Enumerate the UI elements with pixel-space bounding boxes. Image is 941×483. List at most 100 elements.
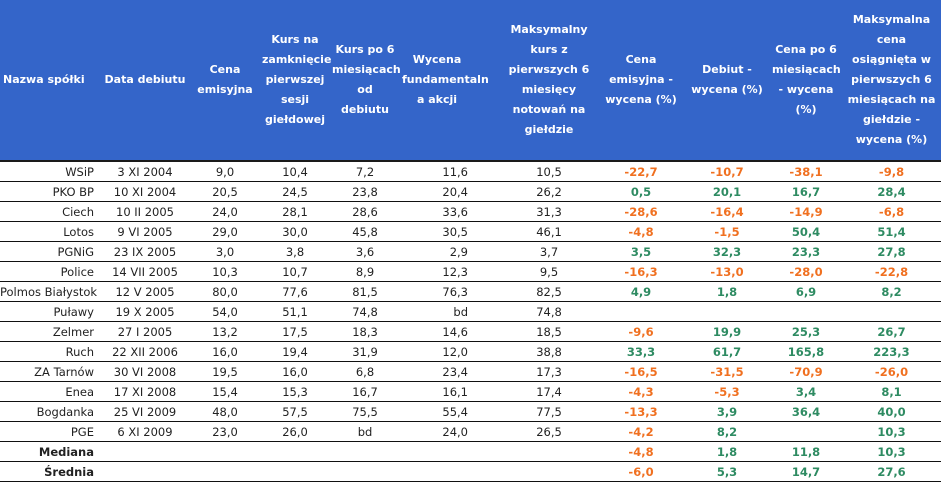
cell-debut-date [100, 461, 190, 482]
header-issue-price: Cena emisyjna [190, 0, 260, 162]
cell-max-6m: 46,1 [500, 221, 598, 242]
cell-max-vs-valuation [842, 301, 941, 322]
cell-issue-price: 19,5 [190, 361, 260, 382]
cell-max-6m: 18,5 [500, 321, 598, 342]
cell-price-6m: 3,6 [330, 241, 400, 262]
cell-debut-vs-valuation: 8,2 [684, 421, 770, 442]
cell-price-6m-vs-valuation: 11,8 [770, 441, 842, 462]
cell-issue-vs-valuation: -16,5 [598, 361, 684, 382]
cell-first-close: 28,1 [260, 201, 330, 222]
cell-issue-price [190, 461, 260, 482]
cell-debut-date: 10 XI 2004 [100, 181, 190, 202]
cell-max-6m: 31,3 [500, 201, 598, 222]
cell-debut-vs-valuation: -1,5 [684, 221, 770, 242]
cell-valuation: 55,4 [400, 401, 500, 422]
cell-debut-date: 30 VI 2008 [100, 361, 190, 382]
cell-issue-price: 80,0 [190, 281, 260, 302]
cell-debut-vs-valuation: 1,8 [684, 441, 770, 462]
table-row: PGNiG 23 IX 2005 3,0 3,8 3,6 2,9 3,7 3,5 32,3 23,… [0, 241, 941, 262]
cell-max-vs-valuation: 10,3 [842, 421, 941, 442]
cell-first-close: 30,0 [260, 221, 330, 242]
header-price-6m-vs-valuation: Cena po 6 miesiącach - wycena (%) [770, 0, 842, 162]
cell-first-close [260, 441, 330, 462]
cell-max-6m: 26,2 [500, 181, 598, 202]
cell-max-vs-valuation: 27,8 [842, 241, 941, 262]
table-body: WSiP 3 XI 2004 9,0 10,4 7,2 11,6 10,5 -22,7 -10,… [0, 161, 941, 482]
cell-issue-price: 20,5 [190, 181, 260, 202]
cell-max-6m: 17,3 [500, 361, 598, 382]
cell-price-6m: 28,6 [330, 201, 400, 222]
cell-issue-price: 54,0 [190, 301, 260, 322]
cell-debut-vs-valuation: 20,1 [684, 181, 770, 202]
cell-debut-date: 23 IX 2005 [100, 241, 190, 262]
header-max-6m: Maksymalny kurs z pierwszych 6 miesięcy … [500, 0, 598, 162]
table-header: Nazwa spółki Data debiutu Cena emisyjna Kur… [0, 0, 941, 162]
cell-issue-price: 16,0 [190, 341, 260, 362]
cell-name: Polmos Białystok [0, 281, 100, 302]
table-row: Lotos 9 VI 2005 29,0 30,0 45,8 30,5 46,1 -4,8 -1… [0, 221, 941, 242]
cell-debut-vs-valuation: -31,5 [684, 361, 770, 382]
cell-valuation: bd [400, 301, 500, 322]
cell-issue-price: 23,0 [190, 421, 260, 442]
cell-issue-vs-valuation: 0,5 [598, 181, 684, 202]
cell-issue-vs-valuation: -28,6 [598, 201, 684, 222]
cell-max-vs-valuation: 8,1 [842, 381, 941, 402]
cell-price-6m: 16,7 [330, 381, 400, 402]
cell-price-6m-vs-valuation: 3,4 [770, 381, 842, 402]
cell-max-6m: 74,8 [500, 301, 598, 322]
cell-first-close: 26,0 [260, 421, 330, 442]
cell-max-vs-valuation: 27,6 [842, 461, 941, 482]
cell-price-6m [330, 461, 400, 482]
cell-first-close: 15,3 [260, 381, 330, 402]
cell-max-6m [500, 461, 598, 482]
table-row: PKO BP 10 XI 2004 20,5 24,5 23,8 20,4 26,2 0,5 2… [0, 181, 941, 202]
cell-debut-date: 17 XI 2008 [100, 381, 190, 402]
table-row: Zelmer 27 I 2005 13,2 17,5 18,3 14,6 18,5 -9,6 1… [0, 321, 941, 342]
cell-first-close: 51,1 [260, 301, 330, 322]
cell-debut-date: 6 XI 2009 [100, 421, 190, 442]
cell-issue-price: 24,0 [190, 201, 260, 222]
cell-debut-vs-valuation: -10,7 [684, 161, 770, 182]
cell-max-vs-valuation: 10,3 [842, 441, 941, 462]
cell-max-6m: 82,5 [500, 281, 598, 302]
cell-price-6m-vs-valuation: 165,8 [770, 341, 842, 362]
cell-debut-vs-valuation: -13,0 [684, 261, 770, 282]
cell-price-6m-vs-valuation: 6,9 [770, 281, 842, 302]
cell-name: Ruch [0, 341, 100, 362]
cell-valuation: 12,0 [400, 341, 500, 362]
cell-debut-vs-valuation: 32,3 [684, 241, 770, 262]
cell-price-6m: 6,8 [330, 361, 400, 382]
cell-price-6m: 8,9 [330, 261, 400, 282]
cell-issue-vs-valuation: 33,3 [598, 341, 684, 362]
cell-debut-date: 25 VI 2009 [100, 401, 190, 422]
cell-price-6m: 74,8 [330, 301, 400, 322]
cell-price-6m-vs-valuation: 25,3 [770, 321, 842, 342]
cell-debut-date: 22 XII 2006 [100, 341, 190, 362]
cell-max-vs-valuation: 8,2 [842, 281, 941, 302]
cell-valuation: 33,6 [400, 201, 500, 222]
cell-max-vs-valuation: -26,0 [842, 361, 941, 382]
table-row: WSiP 3 XI 2004 9,0 10,4 7,2 11,6 10,5 -22,7 -10,… [0, 161, 941, 182]
cell-max-6m: 17,4 [500, 381, 598, 402]
cell-price-6m: 18,3 [330, 321, 400, 342]
cell-price-6m-vs-valuation: -28,0 [770, 261, 842, 282]
cell-max-vs-valuation: 223,3 [842, 341, 941, 362]
cell-issue-price: 15,4 [190, 381, 260, 402]
cell-price-6m-vs-valuation [770, 301, 842, 322]
cell-first-close: 10,7 [260, 261, 330, 282]
cell-price-6m-vs-valuation: 36,4 [770, 401, 842, 422]
cell-debut-date: 9 VI 2005 [100, 221, 190, 242]
cell-price-6m-vs-valuation: 23,3 [770, 241, 842, 262]
cell-valuation: 2,9 [400, 241, 500, 262]
cell-issue-vs-valuation: -6,0 [598, 461, 684, 482]
cell-price-6m: 7,2 [330, 161, 400, 182]
header-max-vs-valuation: Maksymalna cena osiągnięta w pierwszych … [842, 0, 941, 162]
header-debut-vs-valuation: Debiut - wycena (%) [684, 0, 770, 162]
cell-max-6m: 77,5 [500, 401, 598, 422]
cell-name: PGE [0, 421, 100, 442]
cell-issue-vs-valuation: -13,3 [598, 401, 684, 422]
cell-name: Zelmer [0, 321, 100, 342]
cell-max-6m: 26,5 [500, 421, 598, 442]
table-row: PGE 6 XI 2009 23,0 26,0 bd 24,0 26,5 -4,2 8,2 10,… [0, 421, 941, 442]
